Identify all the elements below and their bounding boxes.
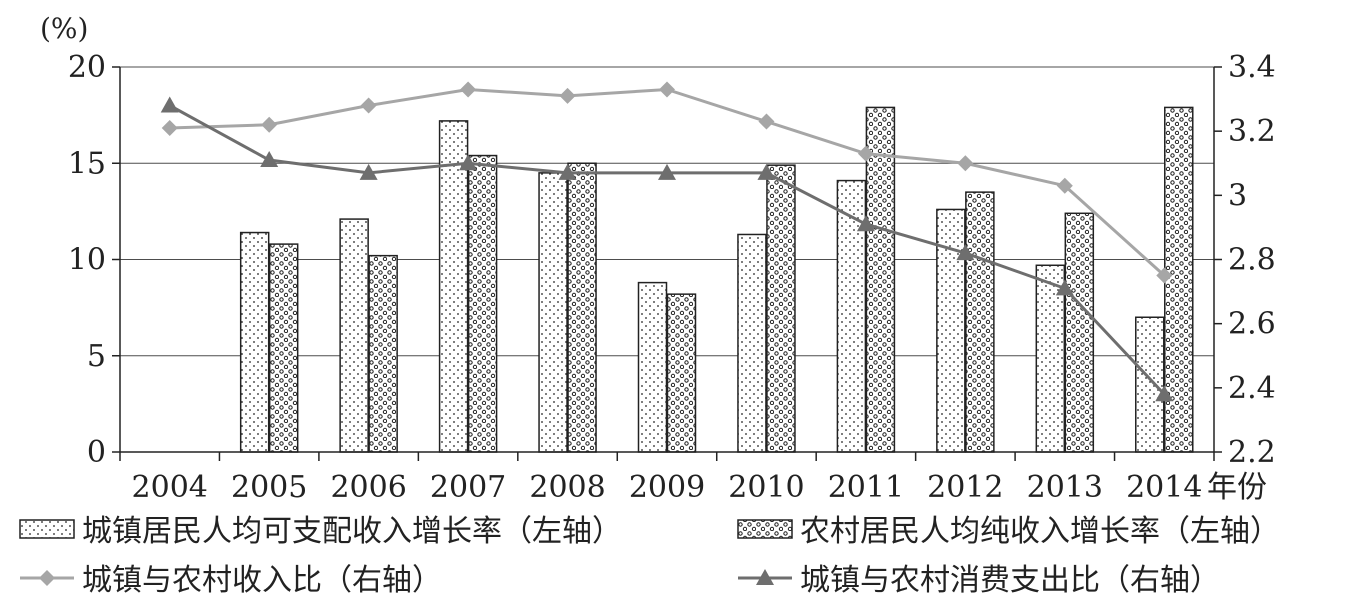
point-income-ratio [957,155,974,172]
bar-rural-growth [766,164,796,453]
x-tick-label: 2014 [1126,470,1202,505]
x-tick-label: 2009 [629,470,705,505]
bar-urban-growth [1135,316,1165,453]
y-left-tick-label: 10 [68,243,106,278]
bar-rural-growth [865,106,896,453]
bar-urban-growth [339,218,369,453]
point-income-ratio [857,145,874,162]
unit-label: (%) [40,12,88,45]
y-right-tick-label: 2.2 [1228,435,1276,470]
point-income-ratio [460,81,477,98]
bar-urban-growth [737,233,767,453]
point-consumption-ratio [359,163,378,180]
x-tick-label: 2006 [330,470,406,505]
bar-rural-growth [268,243,299,453]
point-consumption-ratio [1155,385,1174,402]
legend-marker-income-ratio [39,570,55,586]
legend-item-income-ratio: 城镇与农村收入比（右轴） [20,563,442,598]
x-tick-label: 2005 [231,470,307,505]
x-tick-label: 2012 [927,470,1003,505]
point-consumption-ratio [956,244,975,261]
axes: 0 5 10 15 20 2.2 2.4 2.6 2.8 3 3.2 3.4 2004 2005 2006 2… [68,50,1276,505]
bar-rural-growth [368,254,398,453]
point-consumption-ratio [658,163,676,180]
x-tick-label: 2004 [132,470,208,505]
bar-rural-growth [666,293,697,453]
bar-rural-growth [467,154,498,453]
point-consumption-ratio [757,163,776,180]
y-left-tick-label: 5 [87,339,106,374]
y-right-tick-label: 3 [1228,178,1247,213]
point-consumption-ratio [160,96,179,113]
legend-label-urban-growth: 城镇居民人均可支配收入增长率（左轴） [82,514,622,549]
bars [239,106,1194,453]
bar-urban-growth [538,172,568,453]
legend-item-urban-growth: 城镇居民人均可支配收入增长率（左轴） [19,514,622,549]
point-income-ratio [261,116,278,133]
y-right-tick-label: 2.8 [1228,243,1276,278]
bar-rural-growth [567,162,597,453]
x-tick-label: 2008 [529,470,605,505]
legend: 城镇居民人均可支配收入增长率（左轴） 农村居民人均纯收入增长率（左轴） 城镇与农… [19,514,1280,598]
legend-label-income-ratio: 城镇与农村收入比（右轴） [82,563,442,598]
bar-urban-growth [438,120,469,453]
bar-rural-growth [965,191,995,453]
legend-swatch-rural-growth [737,519,793,539]
x-tick-label: 2010 [728,470,804,505]
y-left-tick-label: 15 [68,146,106,181]
legend-label-consumption-ratio: 城镇与农村消费支出比（右轴） [800,563,1220,598]
bar-rural-growth [1064,212,1095,453]
x-tick-label: 2007 [430,470,506,505]
x-axis-label: 年份 [1207,470,1267,505]
point-income-ratio [559,87,576,104]
line-income-ratio [169,87,1166,277]
x-tick-label: 2013 [1027,470,1103,505]
bar-urban-growth [239,231,270,453]
legend-marker-consumption-ratio [756,569,774,585]
y-left-tick-label: 0 [87,435,106,470]
legend-label-rural-growth: 农村居民人均纯收入增长率（左轴） [800,514,1280,549]
y-left-tick-label: 20 [68,50,106,85]
y-right-tick-label: 3.2 [1228,114,1276,149]
point-consumption-ratio [260,151,279,168]
point-income-ratio [758,113,775,130]
point-income-ratio [1156,267,1173,284]
legend-item-rural-growth: 农村居民人均纯收入增长率（左轴） [737,514,1280,549]
y-right-tick-label: 2.6 [1228,307,1276,342]
x-tick-label: 2011 [828,470,904,505]
point-consumption-ratio [459,154,478,171]
point-income-ratio [659,81,675,98]
point-income-ratio [1056,177,1073,194]
bar-urban-growth [1035,264,1066,453]
point-income-ratio [161,119,178,136]
point-consumption-ratio [856,215,875,232]
point-consumption-ratio [558,163,577,180]
point-income-ratio [360,97,377,114]
legend-item-consumption-ratio: 城镇与农村消费支出比（右轴） [738,563,1220,598]
lines [160,81,1174,402]
point-consumption-ratio [1055,279,1074,296]
y-right-tick-label: 2.4 [1228,371,1276,406]
bar-urban-growth [637,281,668,453]
legend-swatch-urban-growth [19,519,75,539]
y-right-tick-label: 3.4 [1228,50,1276,85]
